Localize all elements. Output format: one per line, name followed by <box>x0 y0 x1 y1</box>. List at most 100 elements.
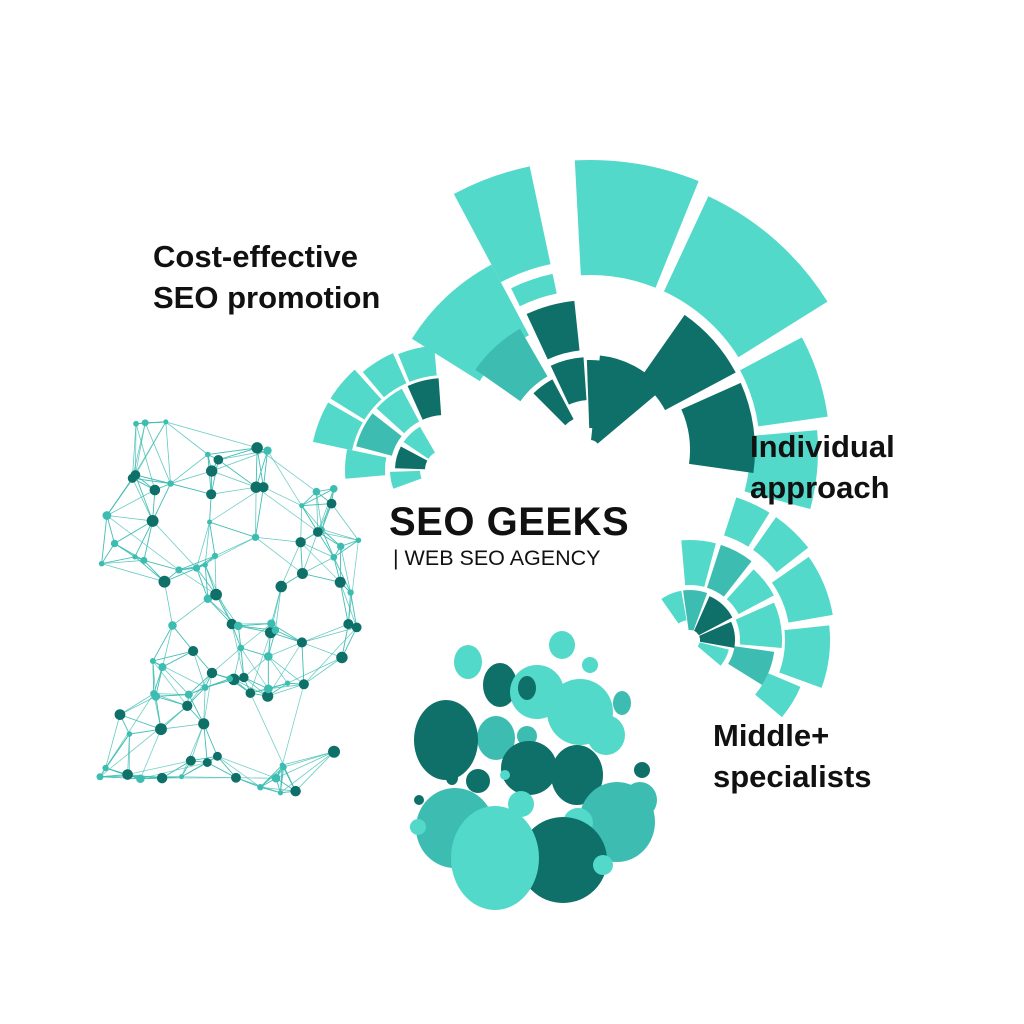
fan-segment <box>312 402 363 451</box>
bubble <box>551 745 603 805</box>
network-edge <box>302 531 319 574</box>
network-edge <box>132 478 153 522</box>
network-node <box>133 420 139 427</box>
network-edge <box>302 573 341 583</box>
network-edge <box>250 692 296 792</box>
network-node <box>102 511 112 520</box>
network-edge <box>255 536 303 574</box>
network-edge <box>240 647 269 657</box>
fan-segment <box>726 569 774 615</box>
network-edge <box>302 556 334 574</box>
network-edge <box>300 541 334 558</box>
network-edge <box>321 488 335 530</box>
fan-segment <box>744 430 818 510</box>
network-edge <box>101 563 165 583</box>
network-edge <box>152 650 194 662</box>
network-edge <box>203 723 218 757</box>
network-edge <box>106 515 153 522</box>
network-edge <box>255 487 257 538</box>
fan-segment <box>740 337 828 427</box>
network-edge <box>317 531 359 541</box>
network-node <box>141 419 149 427</box>
network-node <box>329 484 338 493</box>
network-edge <box>281 684 305 766</box>
network-node <box>179 774 185 780</box>
network-edge <box>144 422 171 484</box>
network-node <box>140 556 148 564</box>
network-edge <box>143 520 154 561</box>
network-edge <box>255 447 258 488</box>
network-edge <box>268 656 305 685</box>
network-node <box>251 442 263 454</box>
network-node <box>156 772 168 784</box>
network-node <box>201 684 209 691</box>
fan-segment <box>550 357 587 405</box>
network-node <box>207 519 213 525</box>
network-edge <box>331 503 359 541</box>
network-edge <box>347 540 359 625</box>
network-edge <box>211 470 257 488</box>
fan-segment <box>533 379 574 426</box>
network-edge <box>119 714 162 730</box>
fan-segment <box>453 166 551 283</box>
network-edge <box>190 723 205 761</box>
network-edge <box>339 582 358 628</box>
fan-chart-large <box>411 159 828 510</box>
network-edge <box>238 623 272 627</box>
network-edge <box>170 483 212 495</box>
network-edge <box>301 505 323 530</box>
network-edge <box>172 625 194 652</box>
bubble <box>517 726 537 746</box>
network-edge <box>301 623 349 643</box>
network-edge <box>203 672 213 724</box>
network-edge <box>321 529 359 541</box>
network-node <box>126 731 133 737</box>
network-edge <box>101 515 108 564</box>
network-node <box>264 652 273 661</box>
bubble <box>446 771 458 785</box>
network-edge <box>333 539 359 558</box>
brand-tagline: | WEB SEO AGENCY <box>393 546 601 570</box>
network-node <box>96 773 104 781</box>
bubble <box>593 855 613 875</box>
network-node <box>167 480 174 487</box>
fan-segment <box>390 470 422 489</box>
fan-segment <box>771 556 833 623</box>
network-node <box>233 621 243 631</box>
network-edge <box>172 598 209 626</box>
network-node <box>280 763 287 771</box>
network-edge <box>119 695 156 715</box>
network-edge <box>211 647 242 674</box>
fan-segment <box>526 300 580 360</box>
network-edge <box>209 521 256 538</box>
network-node <box>149 484 161 496</box>
network-edge <box>119 693 154 715</box>
network-node <box>262 690 274 702</box>
bubble <box>410 819 426 835</box>
network-edge <box>274 586 282 631</box>
network-node <box>132 554 138 560</box>
network-edge <box>162 650 194 668</box>
network-edge <box>170 470 212 484</box>
network-node <box>155 723 167 736</box>
network-edge <box>282 751 335 766</box>
network-edge <box>333 557 351 593</box>
network-node <box>231 772 241 783</box>
network-edge <box>207 762 237 779</box>
network-node <box>271 626 280 635</box>
network-edge <box>240 647 269 690</box>
fan-segment <box>697 642 729 666</box>
network-edge <box>210 459 219 495</box>
network-edge <box>140 729 162 779</box>
network-edge <box>127 774 163 779</box>
feature-line: SEO promotion <box>153 280 381 315</box>
network-node <box>326 498 337 509</box>
network-edge <box>152 520 197 569</box>
network-node <box>213 454 224 465</box>
fan-segment <box>694 596 733 636</box>
bubble <box>582 657 598 673</box>
network-node <box>158 575 171 588</box>
network-edge <box>165 421 171 484</box>
network-node <box>330 553 338 561</box>
network-node <box>355 537 362 544</box>
